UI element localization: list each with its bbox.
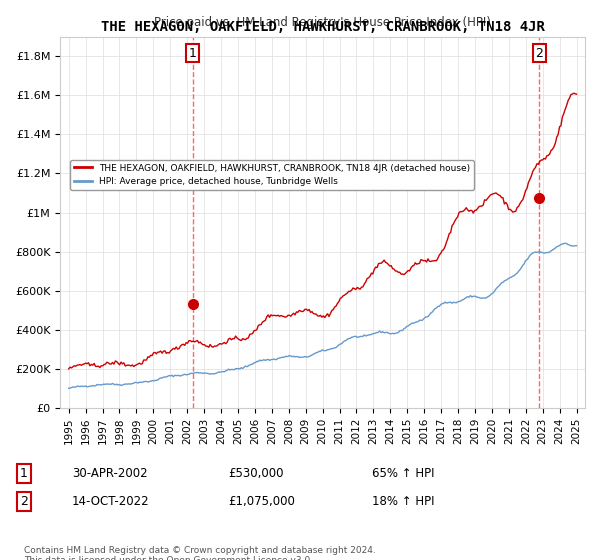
Text: 1: 1 [20,466,28,480]
Text: Contains HM Land Registry data © Crown copyright and database right 2024.
This d: Contains HM Land Registry data © Crown c… [24,546,376,560]
Text: 65% ↑ HPI: 65% ↑ HPI [372,466,434,480]
Text: 1: 1 [189,47,197,60]
Text: 30-APR-2002: 30-APR-2002 [72,466,148,480]
Text: 2: 2 [20,494,28,508]
Legend: THE HEXAGON, OAKFIELD, HAWKHURST, CRANBROOK, TN18 4JR (detached house), HPI: Ave: THE HEXAGON, OAKFIELD, HAWKHURST, CRANBR… [70,160,473,190]
Title: THE HEXAGON, OAKFIELD, HAWKHURST, CRANBROOK, TN18 4JR: THE HEXAGON, OAKFIELD, HAWKHURST, CRANBR… [101,20,545,34]
Text: 18% ↑ HPI: 18% ↑ HPI [372,494,434,508]
Text: 14-OCT-2022: 14-OCT-2022 [72,494,149,508]
Text: 2: 2 [535,47,543,60]
Text: £530,000: £530,000 [228,466,284,480]
Text: Price paid vs. HM Land Registry's House Price Index (HPI): Price paid vs. HM Land Registry's House … [154,16,491,29]
Text: £1,075,000: £1,075,000 [228,494,295,508]
